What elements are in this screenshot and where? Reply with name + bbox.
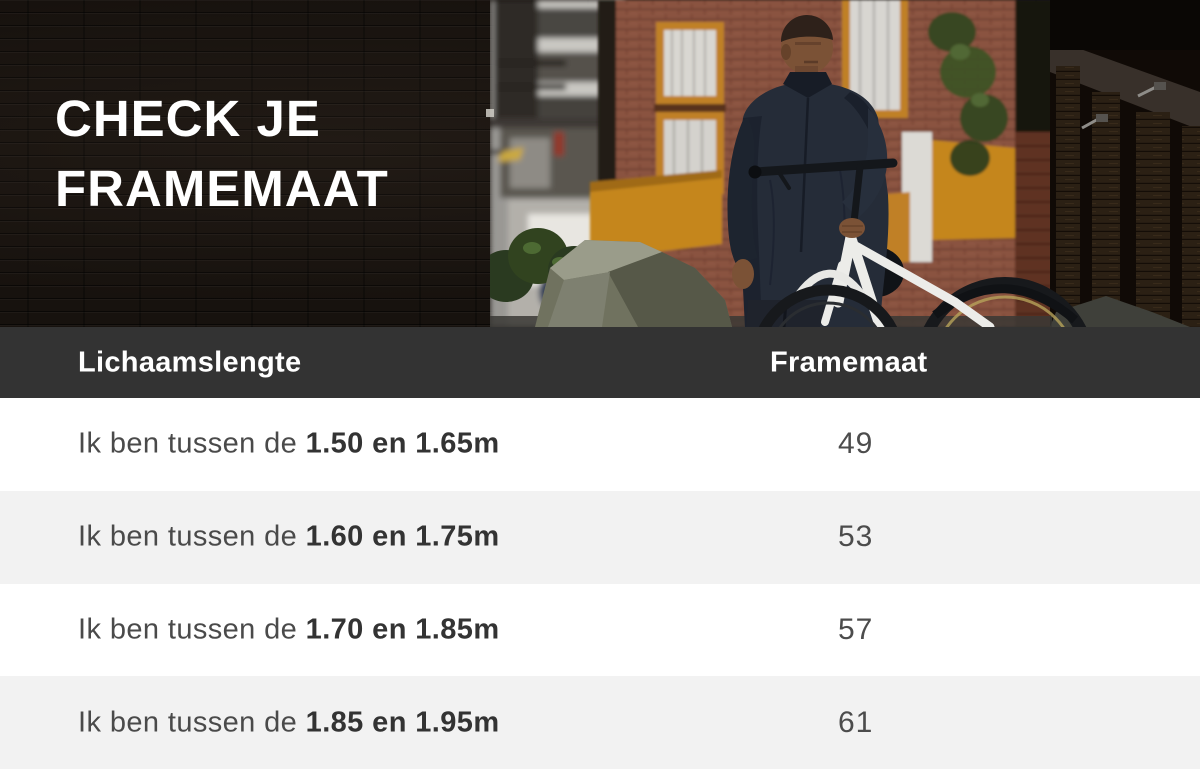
window xyxy=(842,0,908,118)
page-title: CHECK JE FRAMEMAAT xyxy=(55,84,389,224)
wall-sign xyxy=(486,109,494,117)
hero-photo-man-with-bicycle xyxy=(490,0,1200,327)
table-row: Ik ben tussen de 1.60 en 1.75m 53 xyxy=(0,490,1200,584)
rock xyxy=(535,240,732,327)
height-range-label: Ik ben tussen de 1.85 en 1.95m xyxy=(78,706,500,739)
height-range-label: Ik ben tussen de 1.50 en 1.65m xyxy=(78,427,500,460)
height-range-label: Ik ben tussen de 1.60 en 1.75m xyxy=(78,520,500,553)
frame-size-value: 57 xyxy=(838,612,874,646)
frame-size-value: 49 xyxy=(838,427,874,461)
man-figure xyxy=(727,15,889,327)
column-header-framemaat: Framemaat xyxy=(770,346,928,378)
amber-awning xyxy=(590,170,722,260)
tree-foliage xyxy=(928,12,1008,176)
title-line-1: CHECK JE xyxy=(55,90,321,147)
frame-size-value: 53 xyxy=(838,520,874,554)
frame-size-table: Lichaamslengte Framemaat Ik ben tussen d… xyxy=(0,327,1200,769)
table-header-row: Lichaamslengte Framemaat xyxy=(0,327,1200,398)
dark-building xyxy=(1050,0,1200,327)
hero-banner: CHECK JE FRAMEMAAT xyxy=(0,0,1200,327)
front-wheel xyxy=(758,284,898,327)
height-range-label: Ik ben tussen de 1.70 en 1.85m xyxy=(78,613,500,646)
column-header-lichaamslengte: Lichaamslengte xyxy=(78,346,302,378)
hand-on-bike xyxy=(839,218,865,238)
table-row: Ik ben tussen de 1.85 en 1.95m 61 xyxy=(0,676,1200,769)
table-row: Ik ben tussen de 1.50 en 1.65m 49 xyxy=(0,398,1200,491)
frame-size-value: 61 xyxy=(838,705,874,739)
window xyxy=(654,22,726,194)
table-body: Ik ben tussen de 1.50 en 1.65m 49 Ik ben… xyxy=(0,398,1200,769)
bicycle xyxy=(748,158,995,327)
title-line-2: FRAMEMAAT xyxy=(55,160,389,217)
table-row: Ik ben tussen de 1.70 en 1.85m 57 xyxy=(0,583,1200,677)
